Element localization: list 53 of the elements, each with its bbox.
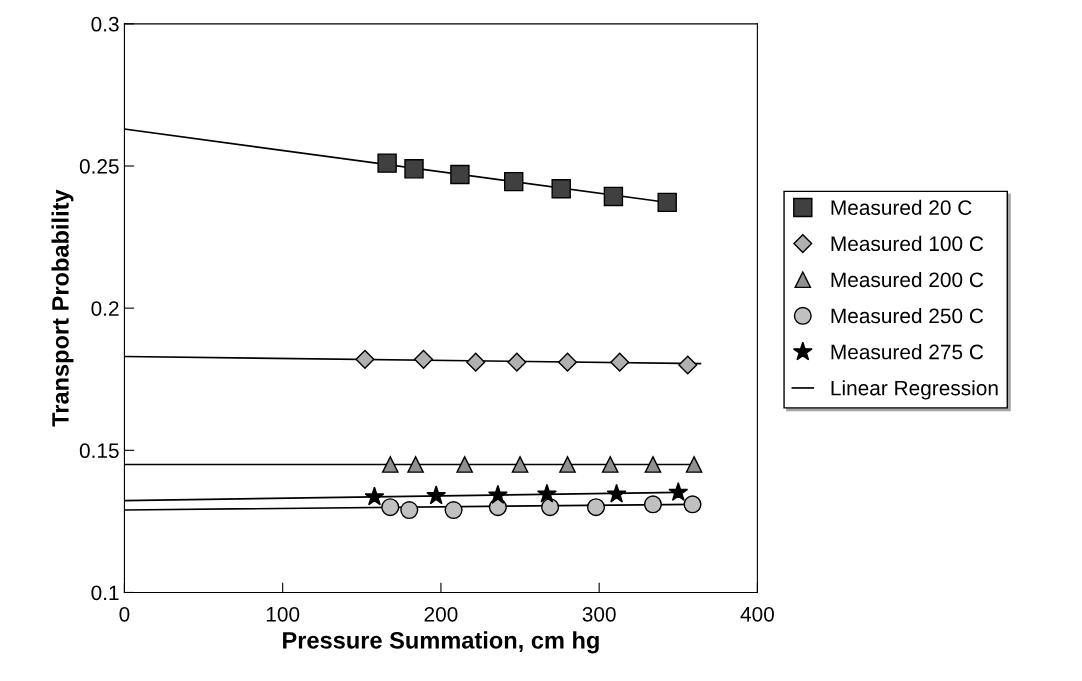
point: [657, 192, 677, 213]
point: [355, 349, 375, 369]
point: [644, 456, 662, 473]
point: [610, 352, 630, 372]
x-axis-title: Pressure Summation, cm hg: [283, 631, 599, 654]
point: [426, 485, 447, 505]
point: [450, 164, 470, 185]
legend-label: Measured 100 C: [831, 235, 984, 252]
point: [511, 456, 529, 473]
point: [377, 153, 397, 173]
point: [601, 456, 619, 473]
y-tick-label: 0.3: [91, 16, 119, 32]
y-axis-title: Transport Probability: [51, 189, 74, 427]
x-tick-label: 0: [119, 606, 130, 622]
point: [557, 352, 578, 372]
point: [407, 456, 424, 473]
point: [551, 179, 571, 199]
legend-label: Linear Regression: [831, 380, 998, 400]
x-tick-label: 300: [582, 606, 616, 622]
point: [466, 352, 486, 372]
x-tick-label: 200: [424, 606, 458, 622]
legend-label: Measured 200 C: [831, 271, 984, 288]
point: [364, 486, 385, 506]
point: [603, 186, 624, 207]
point: [683, 495, 702, 514]
point: [503, 171, 524, 192]
point: [685, 456, 703, 473]
point: [586, 498, 606, 517]
point: [559, 456, 576, 473]
legend-label: Measured 250 C: [831, 307, 984, 324]
legend-label: Measured 275 C: [831, 344, 984, 360]
point: [606, 483, 627, 503]
point: [668, 481, 689, 501]
legend-label: Measured 20 C: [831, 199, 972, 216]
point: [413, 349, 434, 369]
point: [678, 355, 698, 375]
point: [536, 483, 557, 503]
point: [381, 456, 399, 473]
x-tick-label: 400: [740, 606, 774, 622]
point: [444, 500, 463, 520]
x-tick-label: 100: [266, 606, 300, 622]
point: [487, 484, 508, 504]
point: [456, 456, 473, 473]
y-tick-label: 0.2: [91, 301, 119, 316]
point: [541, 498, 560, 517]
point: [643, 495, 662, 514]
y-tick-label: 0.25: [79, 159, 119, 174]
y-tick-label: 0.1: [91, 585, 119, 601]
point: [404, 159, 424, 179]
point: [400, 500, 419, 520]
y-tick-label: 0.15: [79, 443, 119, 459]
point: [507, 352, 527, 372]
point: [381, 498, 400, 517]
